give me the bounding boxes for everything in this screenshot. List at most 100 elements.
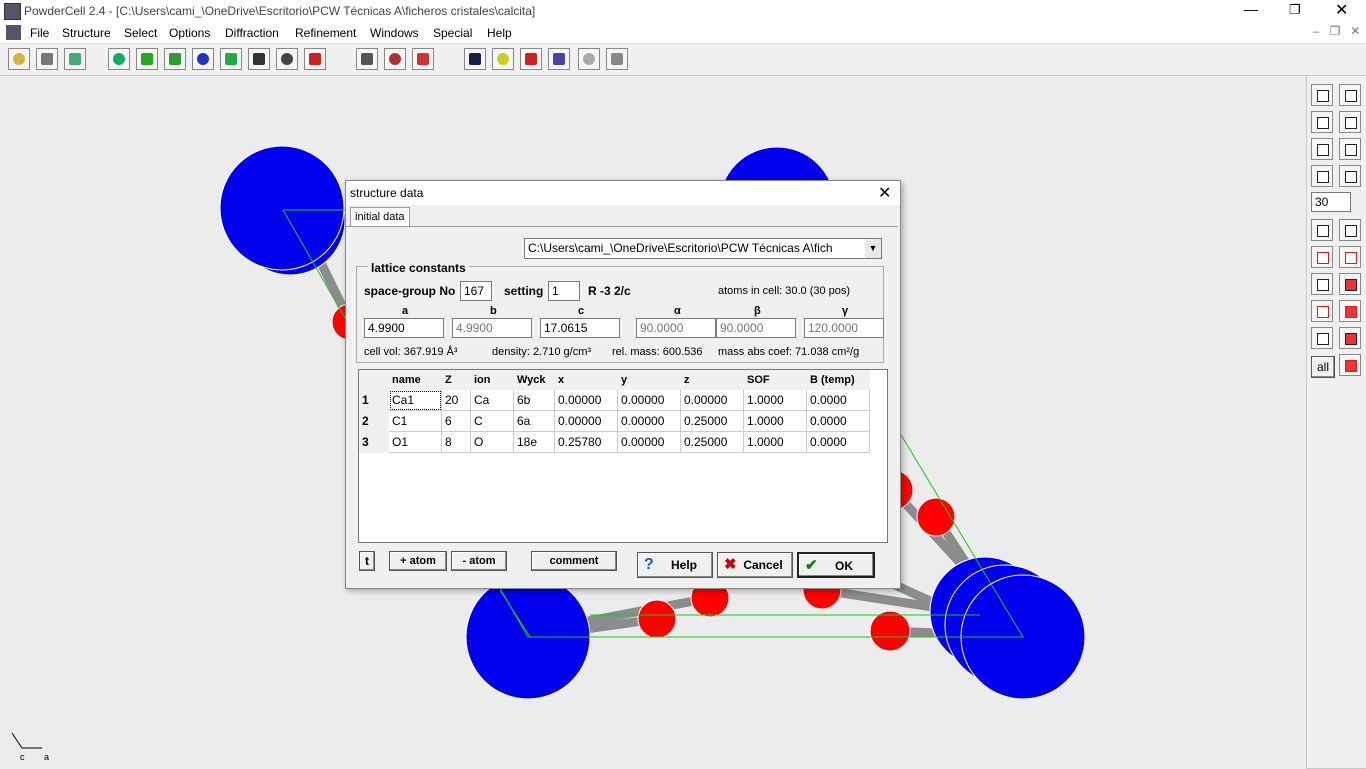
side-tool-button[interactable] (1311, 327, 1333, 349)
side-tool-button[interactable] (1311, 219, 1333, 241)
side-tool-button[interactable] (1339, 84, 1361, 106)
side-tool-button[interactable] (1339, 300, 1361, 322)
side-tool-button[interactable] (1311, 138, 1333, 160)
mdi-controls[interactable]: – ❐ ✕ (1313, 24, 1361, 38)
file-combo[interactable]: C:\Users\cami_\OneDrive\Escritorio\PCW T… (524, 238, 882, 259)
table-cell[interactable]: 0.00000 (618, 411, 681, 432)
side-tool-button[interactable] (1339, 327, 1361, 349)
combo-arrow[interactable]: ▼ (865, 239, 881, 258)
tool-button[interactable] (520, 48, 542, 70)
table-cell[interactable]: 0.0000 (807, 411, 870, 432)
tool-button[interactable] (492, 48, 514, 70)
menu-item[interactable]: Help (487, 26, 512, 40)
help-button[interactable]: ? Help (637, 552, 713, 578)
menu-item[interactable]: Diffraction (225, 26, 279, 40)
table-cell[interactable]: 0.0000 (807, 432, 870, 453)
tool-button[interactable] (276, 48, 298, 70)
side-tool-button[interactable] (1339, 219, 1361, 241)
side-tool-button[interactable] (1311, 246, 1333, 268)
tool-button[interactable] (384, 48, 406, 70)
table-cell[interactable]: 6a (514, 411, 555, 432)
param-field[interactable]: 120.0000 (804, 318, 884, 338)
tool-button[interactable] (8, 48, 30, 70)
table-cell[interactable]: 0.00000 (618, 390, 681, 411)
tool-button[interactable] (164, 48, 186, 70)
tool-button[interactable] (108, 48, 130, 70)
add-atom-button[interactable]: + atom (389, 551, 447, 571)
angle-field[interactable]: 30 (1311, 192, 1351, 212)
tool-button[interactable] (192, 48, 214, 70)
tool-button[interactable] (248, 48, 270, 70)
table-cell[interactable]: C1 (389, 411, 442, 432)
menu-item[interactable]: Special (433, 26, 473, 40)
menu-item[interactable]: Options (169, 26, 211, 40)
table-cell[interactable]: 0.0000 (807, 390, 870, 411)
sort-button[interactable]: t (359, 551, 375, 571)
table-cell[interactable]: 0.00000 (618, 432, 681, 453)
tool-button[interactable] (606, 48, 628, 70)
table-cell[interactable]: 18e (514, 432, 555, 453)
side-tool-button[interactable] (1339, 354, 1361, 376)
tool-button[interactable] (304, 48, 326, 70)
tool-button[interactable] (578, 48, 600, 70)
setting-field[interactable]: 1 (548, 281, 580, 301)
table-cell[interactable]: 0.25000 (681, 411, 744, 432)
menu-item[interactable]: Structure (62, 26, 111, 40)
tool-button[interactable] (220, 48, 242, 70)
all-button[interactable]: all (1311, 356, 1335, 378)
table-cell[interactable]: O1 (389, 432, 442, 453)
table-cell[interactable]: Ca (471, 390, 514, 411)
table-cell[interactable]: 1.0000 (744, 390, 807, 411)
side-tool-button[interactable] (1339, 165, 1361, 187)
tab[interactable]: initial data (350, 207, 410, 227)
dialog-close[interactable]: ✕ (878, 185, 892, 202)
remove-atom-button[interactable]: - atom (451, 551, 507, 571)
table-cell[interactable]: 6 (442, 411, 471, 432)
param-field[interactable]: 4.9900 (364, 318, 444, 338)
side-tool-button[interactable] (1339, 273, 1361, 295)
side-tool-button[interactable] (1311, 84, 1333, 106)
param-field[interactable]: 90.0000 (716, 318, 796, 338)
table-cell[interactable]: 0.00000 (681, 390, 744, 411)
cancel-button[interactable]: ✖ Cancel (717, 552, 793, 578)
side-tool-button[interactable] (1311, 300, 1333, 322)
tool-button[interactable] (356, 48, 378, 70)
side-tool-button[interactable] (1339, 138, 1361, 160)
minimize[interactable]: — (1244, 1, 1258, 17)
menu-item[interactable]: Windows (370, 26, 419, 40)
table-cell[interactable]: 0.00000 (555, 411, 618, 432)
comment-button[interactable]: comment (531, 551, 617, 571)
tool-button[interactable] (36, 48, 58, 70)
tool-button[interactable] (464, 48, 486, 70)
tool-button[interactable] (136, 48, 158, 70)
tool-button[interactable] (64, 48, 86, 70)
param-field[interactable]: 17.0615 (540, 318, 620, 338)
param-field[interactable]: 90.0000 (636, 318, 716, 338)
side-tool-button[interactable] (1311, 111, 1333, 133)
side-tool-button[interactable] (1311, 273, 1333, 295)
param-field[interactable]: 4.9900 (452, 318, 532, 338)
close[interactable]: ✕ (1335, 2, 1349, 19)
table-cell[interactable]: 20 (442, 390, 471, 411)
table-cell[interactable]: 0.25000 (681, 432, 744, 453)
side-tool-button[interactable] (1339, 246, 1361, 268)
tool-button[interactable] (412, 48, 434, 70)
menu-item[interactable]: Select (124, 26, 158, 40)
tool-button[interactable] (548, 48, 570, 70)
menu-item[interactable]: File (30, 26, 50, 40)
space-group-field[interactable]: 167 (460, 281, 492, 301)
ok-button[interactable]: ✔ OK (797, 552, 875, 578)
side-tool-button[interactable] (1311, 165, 1333, 187)
table-cell[interactable]: 0.25780 (555, 432, 618, 453)
side-tool-button[interactable] (1339, 111, 1361, 133)
table-cell[interactable]: C (471, 411, 514, 432)
menu-item[interactable]: Refinement (295, 26, 357, 40)
restore[interactable]: ❐ (1289, 2, 1301, 17)
table-cell[interactable]: 1.0000 (744, 411, 807, 432)
table-cell[interactable]: 8 (442, 432, 471, 453)
table-cell[interactable]: 0.00000 (555, 390, 618, 411)
table-cell[interactable]: 1.0000 (744, 432, 807, 453)
table-cell[interactable]: Ca1 (389, 390, 442, 411)
table-cell[interactable]: 6b (514, 390, 555, 411)
table-cell[interactable]: O (471, 432, 514, 453)
